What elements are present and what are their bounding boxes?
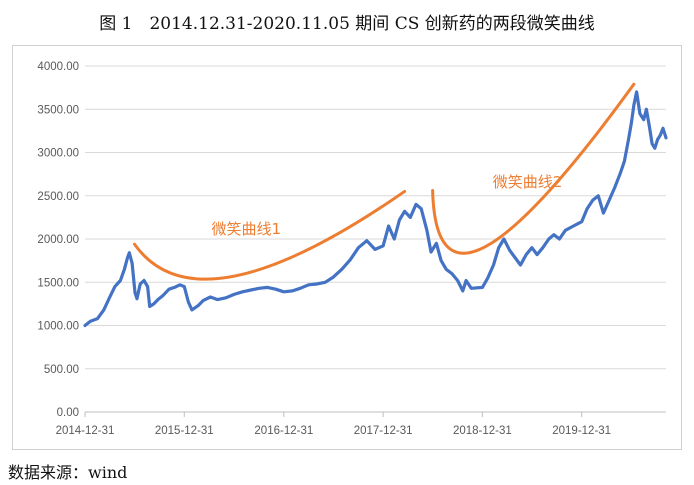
series-layer	[83, 90, 668, 328]
series-line	[83, 90, 668, 328]
figure-title: 图 1 2014.12.31-2020.11.05 期间 CS 创新药的两段微笑…	[99, 14, 595, 34]
y-tick-label: 500.00	[44, 364, 79, 376]
x-tick-label: 2014-12-31	[56, 425, 115, 437]
annotation-layer: 微笑曲线1 微笑曲线2	[133, 82, 636, 281]
x-tick-label: 2018-12-31	[453, 425, 512, 437]
y-tick-label: 3000.00	[37, 148, 79, 160]
x-tick-label: 2019-12-31	[552, 425, 611, 437]
y-axis-tick-labels: 0.00 500.00 1000.00 1500.00 2000.00 2500.00 30…	[37, 61, 79, 419]
smile-curve-label-2: 微笑曲线2	[493, 173, 563, 191]
x-tick-label: 2016-12-31	[254, 425, 313, 437]
line-chart: 0.00 500.00 1000.00 1500.00 2000.00 2500.00 30…	[37, 61, 668, 437]
y-tick-label: 1000.00	[37, 321, 79, 333]
smile-curve-label-1: 微笑曲线1	[212, 220, 282, 238]
y-tick-label: 1500.00	[37, 277, 79, 289]
y-tick-label: 4000.00	[37, 61, 79, 73]
gridlines	[85, 65, 666, 413]
source-note: 数据来源：wind	[8, 463, 128, 482]
chart-frame: 0.00 500.00 1000.00 1500.00 2000.00 2500.00 30…	[12, 45, 682, 450]
y-tick-label: 3500.00	[37, 104, 79, 116]
x-tick-label: 2017-12-31	[354, 425, 413, 437]
y-tick-label: 0.00	[57, 407, 79, 419]
y-tick-label: 2500.00	[37, 191, 79, 203]
y-tick-label: 2000.00	[37, 234, 79, 246]
x-axis-tick-labels: 2014-12-31 2015-12-31 2016-12-31 2017-12-31…	[56, 412, 611, 437]
smile-curve-1	[133, 189, 407, 281]
smile-curve-2	[431, 82, 636, 255]
x-tick-label: 2015-12-31	[155, 425, 214, 437]
